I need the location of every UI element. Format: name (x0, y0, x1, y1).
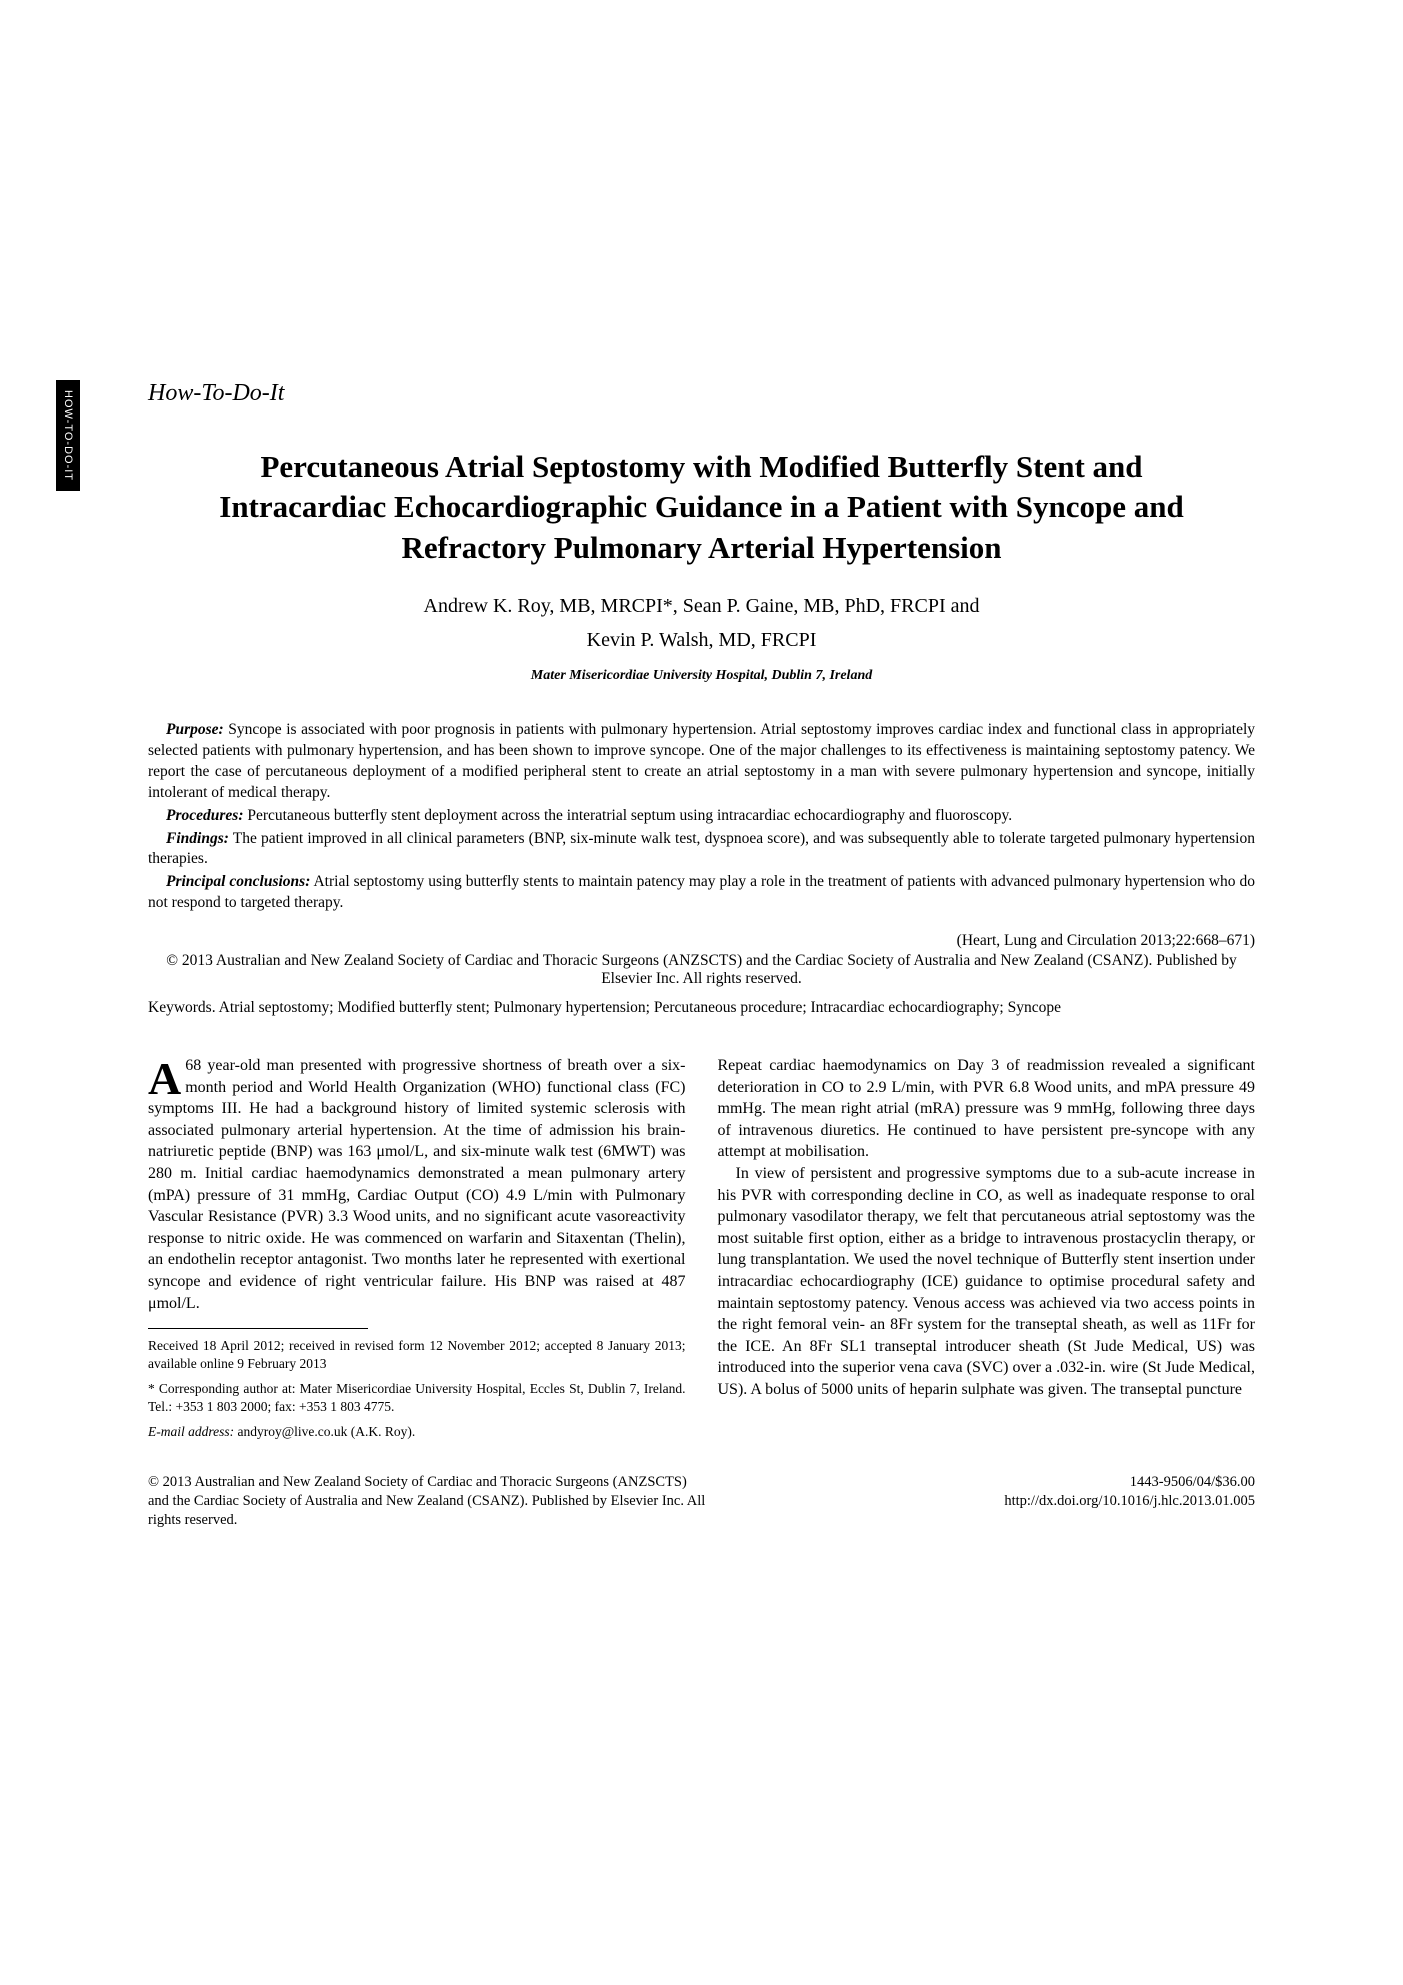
purpose-text: Syncope is associated with poor prognosi… (148, 721, 1255, 801)
side-tab: HOW-TO-DO-IT (56, 380, 80, 491)
footer-doi: http://dx.doi.org/10.1016/j.hlc.2013.01.… (1004, 1492, 1255, 1511)
findings-label: Findings: (166, 830, 229, 847)
conclusions-label: Principal conclusions: (166, 873, 310, 890)
purpose-label: Purpose: (166, 721, 224, 738)
page-footer: © 2013 Australian and New Zealand Societ… (148, 1473, 1255, 1530)
procedures-label: Procedures: (166, 807, 244, 824)
abstract-copyright: © 2013 Australian and New Zealand Societ… (148, 952, 1255, 988)
footnote-email: andyroy@live.co.uk (A.K. Roy). (238, 1424, 416, 1439)
affiliation: Mater Misericordiae University Hospital,… (140, 668, 1263, 684)
footnote-rule (148, 1328, 368, 1329)
article-title: Percutaneous Atrial Septostomy with Modi… (180, 447, 1223, 568)
procedures-text: Percutaneous butterfly stent deployment … (247, 807, 1012, 824)
body-para-2: Repeat cardiac haemodynamics on Day 3 of… (718, 1055, 1256, 1163)
footnote-received: Received 18 April 2012; received in revi… (148, 1337, 686, 1372)
conclusions-text: Atrial septostomy using butterfly stents… (148, 873, 1255, 911)
keywords-label: Keywords. (148, 999, 216, 1016)
findings-text: The patient improved in all clinical par… (148, 830, 1255, 868)
body-para-3: In view of persistent and progressive sy… (718, 1163, 1256, 1401)
footnotes: Received 18 April 2012; received in revi… (148, 1337, 686, 1441)
section-label: How-To-Do-It (148, 380, 1263, 407)
footer-copyright: © 2013 Australian and New Zealand Societ… (148, 1473, 708, 1530)
footer-issn: 1443-9506/04/$36.00 (1004, 1473, 1255, 1492)
column-left: A 68 year-old man presented with progres… (148, 1055, 686, 1449)
keywords-text: Atrial septostomy; Modified butterfly st… (219, 999, 1061, 1016)
authors-line-2: Kevin P. Walsh, MD, FRCPI (140, 626, 1263, 654)
authors-line-1: Andrew K. Roy, MB, MRCPI*, Sean P. Gaine… (140, 592, 1263, 620)
footnote-email-label: E-mail address: (148, 1424, 234, 1439)
abstract: Purpose: Syncope is associated with poor… (148, 720, 1255, 914)
citation: (Heart, Lung and Circulation 2013;22:668… (148, 932, 1255, 950)
body-columns: A 68 year-old man presented with progres… (148, 1055, 1255, 1449)
keywords: Keywords. Atrial septostomy; Modified bu… (148, 998, 1255, 1019)
column-right: Repeat cardiac haemodynamics on Day 3 of… (718, 1055, 1256, 1449)
footer-right: 1443-9506/04/$36.00 http://dx.doi.org/10… (1004, 1473, 1255, 1511)
footnote-corresponding: * Corresponding author at: Mater Miseric… (148, 1380, 686, 1415)
body-para-1: A 68 year-old man presented with progres… (148, 1055, 686, 1314)
